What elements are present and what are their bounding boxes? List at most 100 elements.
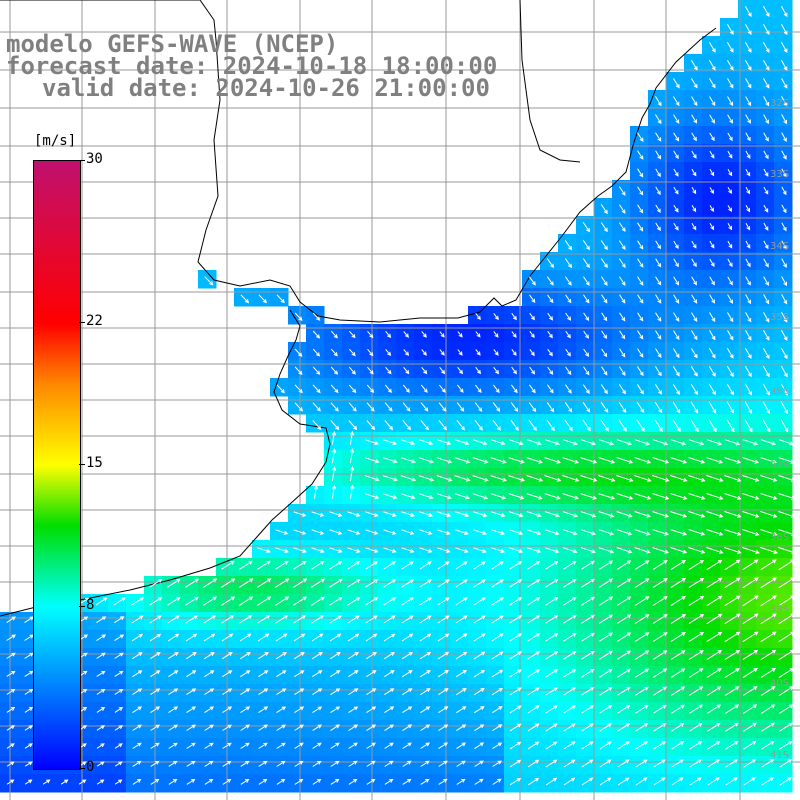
wind-arrow (257, 560, 271, 570)
wind-arrow (564, 258, 573, 269)
wind-arrow (706, 475, 724, 482)
wind-arrow (475, 384, 482, 394)
wind-arrow (760, 546, 778, 554)
wind-arrow (511, 349, 517, 356)
wind-arrow (509, 687, 522, 696)
wind-arrow (547, 312, 554, 321)
wind-arrow (727, 312, 734, 323)
wind-arrow (132, 760, 142, 767)
wind-arrow (671, 686, 686, 696)
wind-arrow (763, 96, 770, 107)
wind-arrow (634, 493, 652, 500)
wind-arrow (653, 741, 667, 750)
wind-arrow (706, 613, 723, 625)
wind-arrow (6, 707, 16, 713)
wind-arrow (222, 760, 232, 767)
wind-arrow (454, 475, 471, 482)
wind-arrow (456, 724, 467, 732)
wind-arrow (599, 759, 612, 768)
wind-arrow (599, 632, 613, 642)
wind-arrow (168, 742, 178, 749)
wind-arrow (329, 529, 343, 535)
wind-arrow (385, 330, 392, 339)
wind-arrow (781, 276, 787, 287)
wind-arrow (526, 457, 543, 464)
wind-arrow (382, 457, 398, 464)
wind-arrow (203, 596, 217, 606)
wind-arrow (617, 650, 632, 660)
wind-arrow (691, 96, 698, 107)
wind-arrow (655, 222, 661, 232)
wind-arrow (239, 596, 254, 606)
wind-arrow (582, 276, 590, 286)
wind-arrow (185, 615, 198, 624)
wind-arrow (601, 312, 608, 322)
wind-arrow (709, 132, 715, 142)
wind-arrow (204, 688, 215, 696)
wind-arrow (186, 742, 196, 749)
wind-arrow (691, 294, 698, 304)
wind-arrow (672, 348, 680, 359)
wind-arrow (402, 384, 410, 393)
wind-arrow (365, 511, 379, 517)
wind-arrow (491, 651, 504, 660)
wind-arrow (778, 475, 796, 482)
wind-arrow (401, 493, 416, 500)
wind-arrow (330, 420, 340, 431)
wind-arrow (329, 651, 341, 660)
wind-arrow (348, 384, 357, 394)
wind-arrow (276, 778, 286, 785)
wind-arrow (725, 759, 739, 768)
wind-arrow (760, 577, 777, 589)
wind-arrow (491, 615, 504, 624)
wind-arrow (114, 779, 123, 785)
wind-arrow (600, 384, 608, 395)
wind-arrow (618, 366, 626, 376)
wind-arrow (688, 493, 706, 500)
wind-arrow (673, 114, 680, 124)
wind-arrow (726, 347, 734, 359)
wind-arrow (311, 633, 324, 642)
wind-arrow (420, 402, 429, 412)
wind-arrow (691, 222, 697, 231)
wind-arrow (6, 688, 16, 695)
wind-arrow (726, 365, 734, 378)
wind-arrow (6, 761, 15, 767)
wind-arrow (168, 670, 179, 678)
wind-arrow (312, 724, 322, 732)
wind-arrow (581, 759, 594, 768)
wind-arrow (365, 633, 378, 642)
wind-arrow (78, 779, 87, 785)
wind-arrow (563, 723, 576, 732)
wind-arrow (509, 669, 522, 678)
wind-arrow (778, 613, 795, 625)
wind-arrow (492, 706, 503, 714)
wind-arrow (744, 41, 752, 53)
wind-arrow (132, 724, 142, 731)
wind-arrow (474, 742, 485, 750)
wind-arrow (634, 475, 652, 482)
wind-arrow (691, 276, 697, 286)
wind-arrow (688, 511, 706, 518)
wind-arrow (456, 419, 465, 431)
wind-arrow (670, 493, 688, 500)
wind-arrow (742, 475, 760, 482)
wind-arrow (778, 493, 796, 500)
wind-arrow (637, 258, 644, 268)
wind-arrow (600, 240, 608, 251)
wind-arrow (150, 670, 161, 678)
wind-arrow (618, 204, 626, 214)
wind-arrow (276, 688, 287, 696)
wind-arrow (562, 457, 580, 464)
wind-arrow (727, 258, 733, 268)
wind-arrow (436, 493, 452, 500)
wind-arrow (706, 577, 723, 589)
wind-arrow (114, 616, 125, 624)
wind-arrow (778, 577, 795, 589)
wind-arrow (618, 258, 626, 268)
wind-arrow (400, 475, 417, 482)
wind-arrow (599, 723, 612, 732)
wind-arrow (365, 493, 380, 500)
wind-arrow (258, 688, 269, 696)
wind-arrow (547, 366, 554, 375)
